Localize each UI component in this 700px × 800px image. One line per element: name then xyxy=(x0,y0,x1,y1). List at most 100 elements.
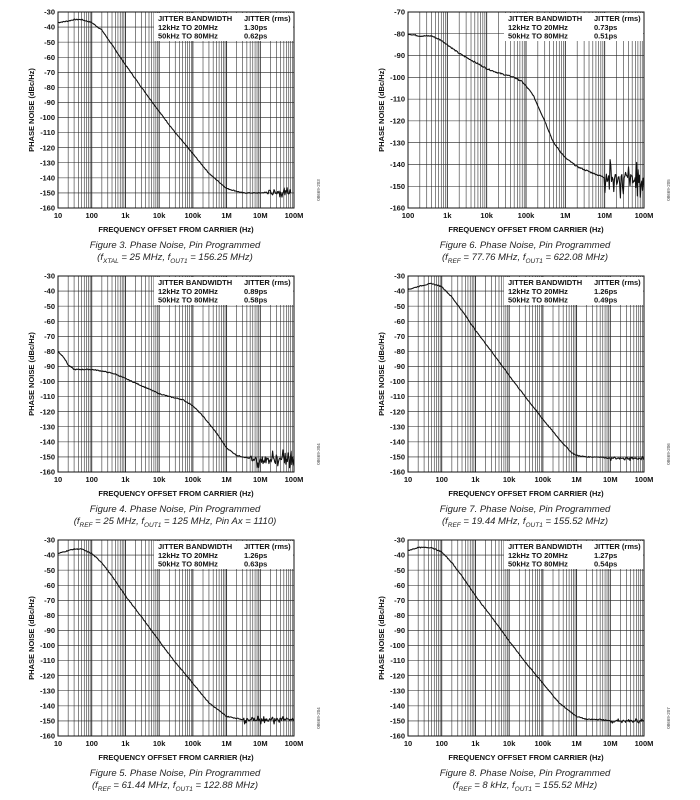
legend-value: 1.27ps xyxy=(594,551,617,560)
legend: JITTER BANDWIDTH JITTER (rms) 12kHz TO 20M… xyxy=(504,13,643,41)
y-tick-label: -40 xyxy=(44,23,55,32)
plot-frame xyxy=(407,539,645,737)
phase-noise-chart: -30 -40 -50 -60 -70 -80 -90 -100 -110 -120 -130 -14… xyxy=(27,536,321,762)
legend: JITTER BANDWIDTH JITTER (rms) 12kHz TO 20M… xyxy=(154,541,293,569)
y-tick-label: -70 xyxy=(394,332,405,341)
x-tick-label: 10M xyxy=(253,475,268,484)
x-tick-label: 1k xyxy=(121,211,130,220)
figure-id: 08669-304 xyxy=(316,443,321,465)
x-tick-label: 100M xyxy=(635,475,654,484)
legend-entry: 12kHz TO 20MHz xyxy=(158,23,218,32)
legend-value: 1.30ps xyxy=(244,23,267,32)
x-tick-label: 1k xyxy=(471,739,480,748)
chart-panel: -30 -40 -50 -60 -70 -80 -90 -100 -110 -120 -130 -14… xyxy=(350,532,700,796)
x-tick-label: 10k xyxy=(153,475,166,484)
y-tick-label: -30 xyxy=(394,272,405,281)
figure-title: Figure 7. Phase Noise, Pin Programmed xyxy=(439,504,611,515)
y-tick-label: -150 xyxy=(40,189,55,198)
phase-noise-line xyxy=(407,33,645,199)
legend-header: JITTER (rms) xyxy=(594,14,641,23)
y-tick-label: -120 xyxy=(390,407,405,416)
figure-id: 08669-204 xyxy=(316,707,321,729)
y-axis-label: PHASE NOISE (dBc/Hz) xyxy=(377,68,386,152)
figure-title: Figure 8. Phase Noise, Pin Programmed xyxy=(439,768,611,779)
y-tick-label: -40 xyxy=(44,287,55,296)
x-tick-label: 10M xyxy=(253,739,268,748)
legend-box xyxy=(504,541,643,569)
legend-header: JITTER BANDWIDTH xyxy=(508,542,582,551)
legend-box xyxy=(154,13,293,41)
y-tick-label: -130 xyxy=(390,422,405,431)
x-tick-label: 1M xyxy=(221,739,231,748)
x-tick-label: 10M xyxy=(603,475,618,484)
grid xyxy=(407,539,644,737)
y-tick-label: -50 xyxy=(394,566,405,575)
y-tick-label: -130 xyxy=(40,422,55,431)
phase-noise-chart: -30 -40 -50 -60 -70 -80 -90 -100 -110 -120 -130 -14… xyxy=(377,536,671,762)
y-tick-label: -60 xyxy=(44,581,55,590)
x-tick-label: 10M xyxy=(597,211,612,220)
y-tick-label: -90 xyxy=(394,362,405,371)
chart-panel: -30 -40 -50 -60 -70 -80 -90 -100 -110 -120 -130 -14… xyxy=(0,4,350,268)
y-tick-label: -80 xyxy=(394,611,405,620)
y-tick-label: -60 xyxy=(394,317,405,326)
x-tick-label: 10M xyxy=(603,739,618,748)
y-axis-label: PHASE NOISE (dBc/Hz) xyxy=(27,596,36,680)
phase-noise-chart: -30 -40 -50 -60 -70 -80 -90 -100 -110 -120 -130 -14… xyxy=(377,272,671,498)
x-tick-label: 100 xyxy=(85,475,98,484)
x-tick-label: 10k xyxy=(153,211,166,220)
legend-value: 0.62ps xyxy=(244,32,267,41)
y-tick-label: -90 xyxy=(394,626,405,635)
x-tick-label: 10 xyxy=(54,211,62,220)
x-tick-label: 100M xyxy=(635,739,654,748)
figure-subtitle: (fREF = 19.44 MHz, fOUT1 = 155.52 MHz) xyxy=(441,516,609,529)
figure-caption: Figure 4. Phase Noise, Pin Programmed (fR… xyxy=(0,504,350,532)
y-tick-label: -150 xyxy=(40,453,55,462)
y-axis-label: PHASE NOISE (dBc/Hz) xyxy=(27,68,36,152)
legend-value: 0.51ps xyxy=(594,32,617,41)
x-tick-label: 100 xyxy=(402,211,415,220)
y-tick-label: -140 xyxy=(390,437,405,446)
y-tick-label: -90 xyxy=(44,626,55,635)
y-tick-label: -30 xyxy=(44,8,55,17)
legend-box xyxy=(154,541,293,569)
x-tick-label: 10k xyxy=(503,475,516,484)
x-tick-label: 100 xyxy=(435,739,448,748)
x-axis-label: FREQUENCY OFFSET FROM CARRIER (Hz) xyxy=(98,489,254,498)
y-tick-label: -100 xyxy=(40,641,55,650)
x-axis-label: FREQUENCY OFFSET FROM CARRIER (Hz) xyxy=(448,489,604,498)
x-tick-label: 100k xyxy=(185,475,203,484)
y-tick-label: -120 xyxy=(40,143,55,152)
y-tick-label: -130 xyxy=(40,686,55,695)
y-tick-label: -110 xyxy=(390,392,405,401)
phase-noise-line xyxy=(57,18,292,198)
y-tick-label: -160 xyxy=(390,732,405,741)
legend-entry: 50kHz TO 80MHz xyxy=(158,32,218,41)
phase-noise-line xyxy=(407,546,645,724)
y-tick-label: -70 xyxy=(44,68,55,77)
figure-id: 08669-203 xyxy=(316,179,321,201)
legend: JITTER BANDWIDTH JITTER (rms) 12kHz TO 20M… xyxy=(154,13,293,41)
x-tick-label: 10k xyxy=(153,739,166,748)
y-tick-label: -100 xyxy=(390,377,405,386)
figure-caption: Figure 5. Phase Noise, Pin Programmed (fR… xyxy=(0,768,350,796)
legend: JITTER BANDWIDTH JITTER (rms) 12kHz TO 20M… xyxy=(504,541,643,569)
grid xyxy=(57,275,294,473)
phase-noise-chart: -30 -40 -50 -60 -70 -80 -90 -100 -110 -120 -130 -14… xyxy=(27,272,321,498)
figure-title: Figure 4. Phase Noise, Pin Programmed xyxy=(89,504,261,515)
y-tick-label: -50 xyxy=(44,566,55,575)
figure-title: Figure 5. Phase Noise, Pin Programmed xyxy=(89,768,261,779)
y-tick-label: -100 xyxy=(390,641,405,650)
plot-frame xyxy=(57,275,295,473)
y-tick-label: -140 xyxy=(390,160,405,169)
y-tick-label: -120 xyxy=(390,671,405,680)
y-tick-label: -150 xyxy=(390,717,405,726)
figure-id: 08669-206 xyxy=(666,443,671,465)
y-tick-label: -80 xyxy=(44,611,55,620)
x-tick-label: 10 xyxy=(54,739,62,748)
grid xyxy=(407,275,644,473)
y-tick-label: -160 xyxy=(40,468,55,477)
legend-entry: 12kHz TO 20MHz xyxy=(508,551,568,560)
legend-value: 0.58ps xyxy=(244,296,267,305)
chart-panel: -30 -40 -50 -60 -70 -80 -90 -100 -110 -120 -130 -14… xyxy=(0,532,350,796)
